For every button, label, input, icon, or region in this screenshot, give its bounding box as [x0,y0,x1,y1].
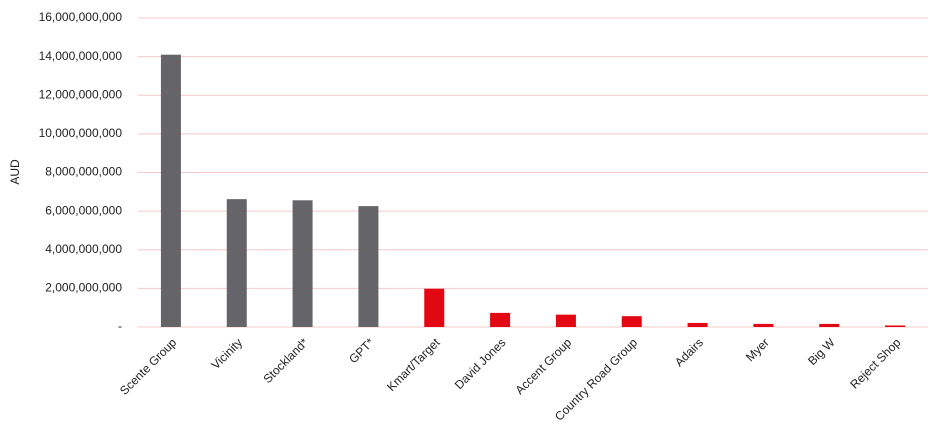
x-tick-label: Myer [743,335,772,364]
bar [358,206,379,327]
x-tick-label: Big W [805,335,838,368]
y-tick-label: 10,000,000,000 [39,126,123,140]
bar [226,199,247,327]
bar [753,323,774,327]
y-tick-label: 6,000,000,000 [45,203,122,217]
x-tick-label: Vicinity [208,335,245,372]
x-tick-label: Scente Group [117,335,179,397]
bar [555,314,576,327]
bar [885,325,906,327]
y-axis-label: AUD [8,159,22,185]
y-tick-label: 12,000,000,000 [39,87,123,101]
y-tick-label: - [118,319,122,333]
bar [160,54,181,327]
x-tick-label: Adairs [672,335,706,369]
x-tick-label: Accent Group [512,335,574,397]
y-tick-label: 8,000,000,000 [45,165,122,179]
bar [424,288,445,327]
bar [819,323,840,327]
bar [687,322,708,327]
y-tick-label: 14,000,000,000 [39,49,123,63]
y-tick-label: 16,000,000,000 [39,10,123,24]
x-tick-label: Stockland* [260,335,311,386]
y-tick-label: 2,000,000,000 [45,281,122,295]
x-tick-label: Kmart/Target [384,335,443,394]
x-tick-label: GPT* [346,335,377,366]
y-tick-label: 4,000,000,000 [45,242,122,256]
bar [490,312,511,327]
x-tick-label: Reject Shop [847,335,903,391]
x-tick-label: David Jones [452,335,509,392]
bar [621,316,642,327]
bar [292,200,313,327]
